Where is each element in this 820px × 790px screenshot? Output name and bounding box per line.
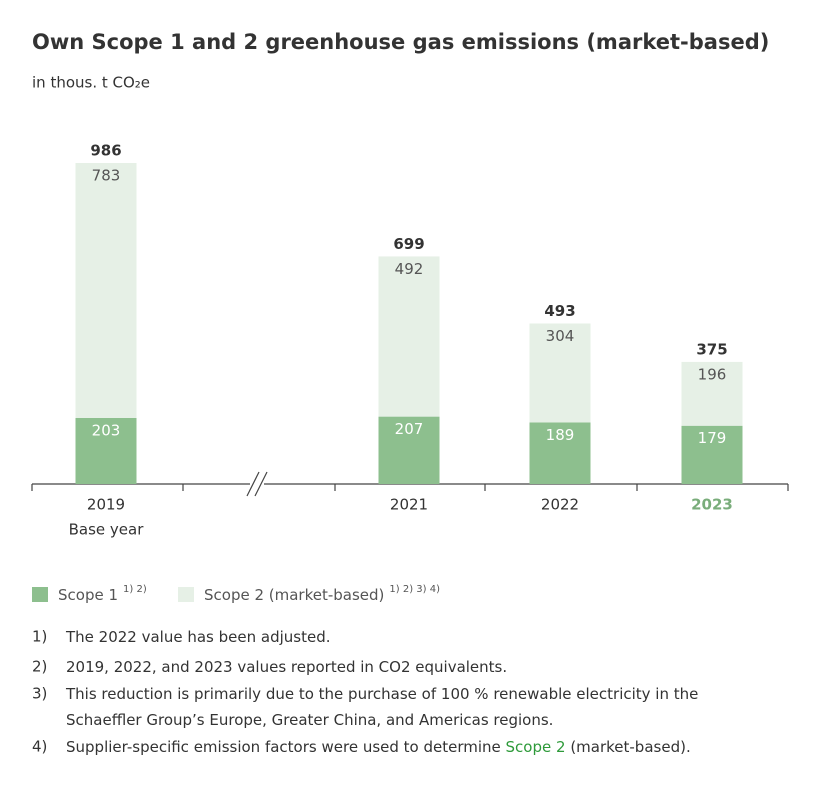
legend-name: Scope 2 (market-based) bbox=[204, 586, 384, 604]
footnote-text: The 2022 value has been adjusted. bbox=[65, 628, 331, 646]
legend-swatch bbox=[32, 587, 48, 602]
footnote-part: (market-based). bbox=[566, 738, 691, 756]
bar-segment bbox=[378, 416, 440, 484]
footnote-part: 2019, 2022, and 2023 values reported in … bbox=[66, 658, 507, 676]
legend-label: Scope 2 (market-based) 1) 2) 3) 4) bbox=[204, 584, 440, 604]
footnote-text: This reduction is primarily due to the p… bbox=[65, 685, 698, 703]
legend-refs: 1) 2) 3) 4) bbox=[389, 584, 440, 595]
footnote-part: This reduction is primarily due to the p… bbox=[65, 685, 698, 703]
footnote-marker: 4) bbox=[32, 738, 47, 756]
x-tick-note: Base year bbox=[69, 521, 145, 539]
x-tick-label: 2019 bbox=[87, 496, 125, 514]
footnote-text: Supplier-specific emission factors were … bbox=[66, 738, 691, 756]
bar-segment bbox=[75, 417, 137, 484]
legend-swatch bbox=[178, 587, 194, 602]
bar-segment bbox=[529, 323, 591, 423]
footnote-text: Schaeffler Group’s Europe, Greater China… bbox=[66, 711, 553, 729]
x-tick-label: 2022 bbox=[541, 496, 579, 514]
footnote-marker: 1) bbox=[32, 628, 47, 646]
axis-break-gap bbox=[250, 481, 264, 487]
value-label: 207 bbox=[395, 420, 424, 438]
total-label: 986 bbox=[90, 142, 121, 160]
x-tick-label: 2021 bbox=[390, 496, 428, 514]
total-label: 375 bbox=[696, 340, 727, 358]
value-label: 783 bbox=[92, 167, 121, 185]
bar-segment bbox=[529, 422, 591, 484]
value-label: 492 bbox=[395, 260, 424, 278]
legend-refs: 1) 2) bbox=[123, 584, 147, 595]
value-label: 304 bbox=[546, 327, 575, 345]
legend-label: Scope 1 1) 2) bbox=[58, 584, 147, 604]
value-label: 189 bbox=[546, 426, 575, 444]
footnote-text: 2019, 2022, and 2023 values reported in … bbox=[66, 658, 507, 676]
bar-segment bbox=[681, 361, 743, 426]
axis-break bbox=[254, 471, 268, 497]
legend-name: Scope 1 bbox=[58, 586, 118, 604]
value-label: 196 bbox=[698, 365, 727, 383]
total-label: 699 bbox=[393, 235, 424, 253]
bar-segment bbox=[681, 425, 743, 484]
value-label: 203 bbox=[92, 421, 121, 439]
x-tick-label: 2023 bbox=[691, 496, 733, 514]
total-label: 493 bbox=[544, 302, 575, 320]
footnote-marker: 3) bbox=[32, 685, 47, 703]
value-label: 179 bbox=[698, 429, 727, 447]
chart-subtitle: in thous. t CO₂e bbox=[32, 74, 150, 92]
footnote-marker: 2) bbox=[32, 658, 47, 676]
bar-segment bbox=[75, 163, 137, 418]
chart-title: Own Scope 1 and 2 greenhouse gas emissio… bbox=[32, 30, 769, 54]
footnote-part: Supplier-specific emission factors were … bbox=[66, 738, 506, 756]
axis-break bbox=[246, 471, 260, 497]
bar-segment bbox=[378, 256, 440, 417]
footnote-part: The 2022 value has been adjusted. bbox=[65, 628, 331, 646]
footnote-part: Schaeffler Group’s Europe, Greater China… bbox=[66, 711, 553, 729]
footnote-link[interactable]: Scope 2 bbox=[506, 738, 566, 756]
